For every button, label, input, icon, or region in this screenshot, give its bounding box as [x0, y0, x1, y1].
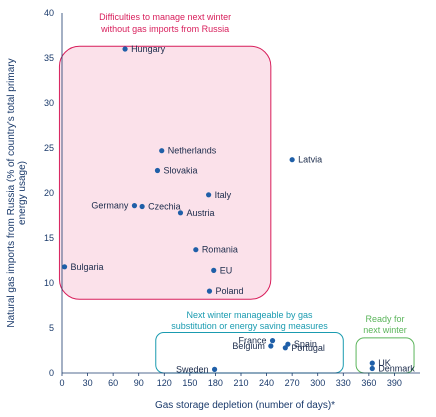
y-tick-label: 10	[44, 278, 54, 288]
data-point-germany	[131, 203, 138, 209]
zone-difficult-title-line: Difficulties to manage next winter	[99, 12, 231, 22]
x-axis-title: Gas storage depletion (number of days)*	[155, 400, 335, 411]
data-point-uk	[369, 360, 375, 366]
x-tick-label: 210	[233, 378, 248, 388]
data-point-austria	[177, 210, 184, 216]
data-point-poland	[206, 288, 213, 294]
y-axis-title-line: Natural gas imports from Russia (% of co…	[6, 58, 17, 327]
x-tick-label: 360	[361, 378, 376, 388]
data-point-portugal	[282, 345, 288, 351]
y-tick-label: 0	[49, 368, 54, 378]
zone-difficult-title-line: without gas imports from Russia	[100, 24, 229, 34]
zone-manageable-title-line: Next winter manageable by gas	[186, 310, 313, 320]
x-tick-label: 90	[134, 378, 144, 388]
y-axis-title-line: energy usage)	[17, 161, 28, 225]
data-point-belgium	[268, 343, 274, 349]
data-point-slovakia	[154, 167, 161, 174]
x-tick-label: 150	[182, 378, 197, 388]
data-point-spain	[285, 341, 291, 347]
data-point-label-italy: Italy	[215, 190, 232, 200]
x-tick-label: 330	[336, 378, 351, 388]
zone-ready-title-line: Ready for	[366, 314, 405, 324]
data-point-label-czechia: Czechia	[148, 202, 181, 212]
data-point-label-slovakia: Slovakia	[163, 166, 197, 176]
x-tick-label: 0	[59, 378, 64, 388]
y-tick-label: 5	[49, 323, 54, 333]
x-tick-label: 270	[285, 378, 300, 388]
data-point-label-portugal: Portugal	[291, 343, 325, 353]
x-tick-label: 300	[310, 378, 325, 388]
data-point-hungary	[122, 46, 128, 52]
data-point-label-latvia: Latvia	[298, 155, 322, 165]
zones-layer: Difficulties to manage next winter withou…	[58, 12, 415, 374]
data-point-label-netherlands: Netherlands	[168, 146, 217, 156]
data-point-label-germany: Germany	[91, 201, 129, 211]
data-point-label-romania: Romania	[202, 245, 238, 255]
data-point-label-france: France	[239, 336, 267, 346]
data-point-label-denmark: Denmark	[378, 364, 415, 374]
data-point-label-hungary: Hungary	[131, 44, 166, 54]
data-point-bulgaria	[61, 264, 68, 270]
data-point-romania	[193, 247, 199, 253]
data-point-denmark	[369, 365, 375, 372]
zone-ready-title-line: next winter	[363, 325, 407, 335]
x-tick-label: 30	[83, 378, 93, 388]
y-tick-label: 15	[44, 233, 54, 243]
data-point-label-belgium: Belgium	[232, 341, 265, 351]
data-point-italy	[206, 192, 212, 198]
y-tick-label: 30	[44, 98, 54, 108]
data-point-label-sweden: Sweden	[176, 364, 209, 374]
data-point-label-uk: UK	[378, 358, 391, 368]
data-point-czechia	[139, 203, 145, 210]
zone-manageable-title-line: substitution or energy saving measures	[171, 321, 328, 331]
x-tick-label: 240	[259, 378, 274, 388]
data-point-label-spain: Spain	[294, 339, 317, 349]
y-tick-label: 25	[44, 143, 54, 153]
data-point-label-bulgaria: Bulgaria	[71, 262, 104, 272]
zone-difficult-box	[58, 45, 272, 300]
x-tick-label: 120	[157, 378, 172, 388]
y-tick-label: 40	[44, 8, 54, 18]
data-point-latvia	[289, 157, 295, 163]
y-tick-label: 35	[44, 53, 54, 63]
y-axis-title: Natural gas imports from Russia (% of co…	[6, 58, 28, 327]
data-point-netherlands	[159, 148, 165, 154]
data-point-sweden	[211, 366, 218, 372]
y-tick-label: 20	[44, 188, 54, 198]
data-point-france	[269, 338, 276, 344]
x-tick-label: 180	[208, 378, 223, 388]
data-point-label-eu: EU	[220, 265, 233, 275]
ticks-layer: 0 30 60 90 120 150 180 210 240 270 300 330 360 390 0 5 1…	[44, 8, 402, 388]
points-layer: Hungary Latvia Netherlands Slovakia Italy Cze…	[61, 44, 415, 374]
x-tick-label: 60	[108, 378, 118, 388]
data-point-label-poland: Poland	[215, 286, 243, 296]
data-point-eu	[211, 267, 217, 273]
data-point-label-austria: Austria	[186, 208, 214, 218]
x-tick-label: 390	[387, 378, 402, 388]
